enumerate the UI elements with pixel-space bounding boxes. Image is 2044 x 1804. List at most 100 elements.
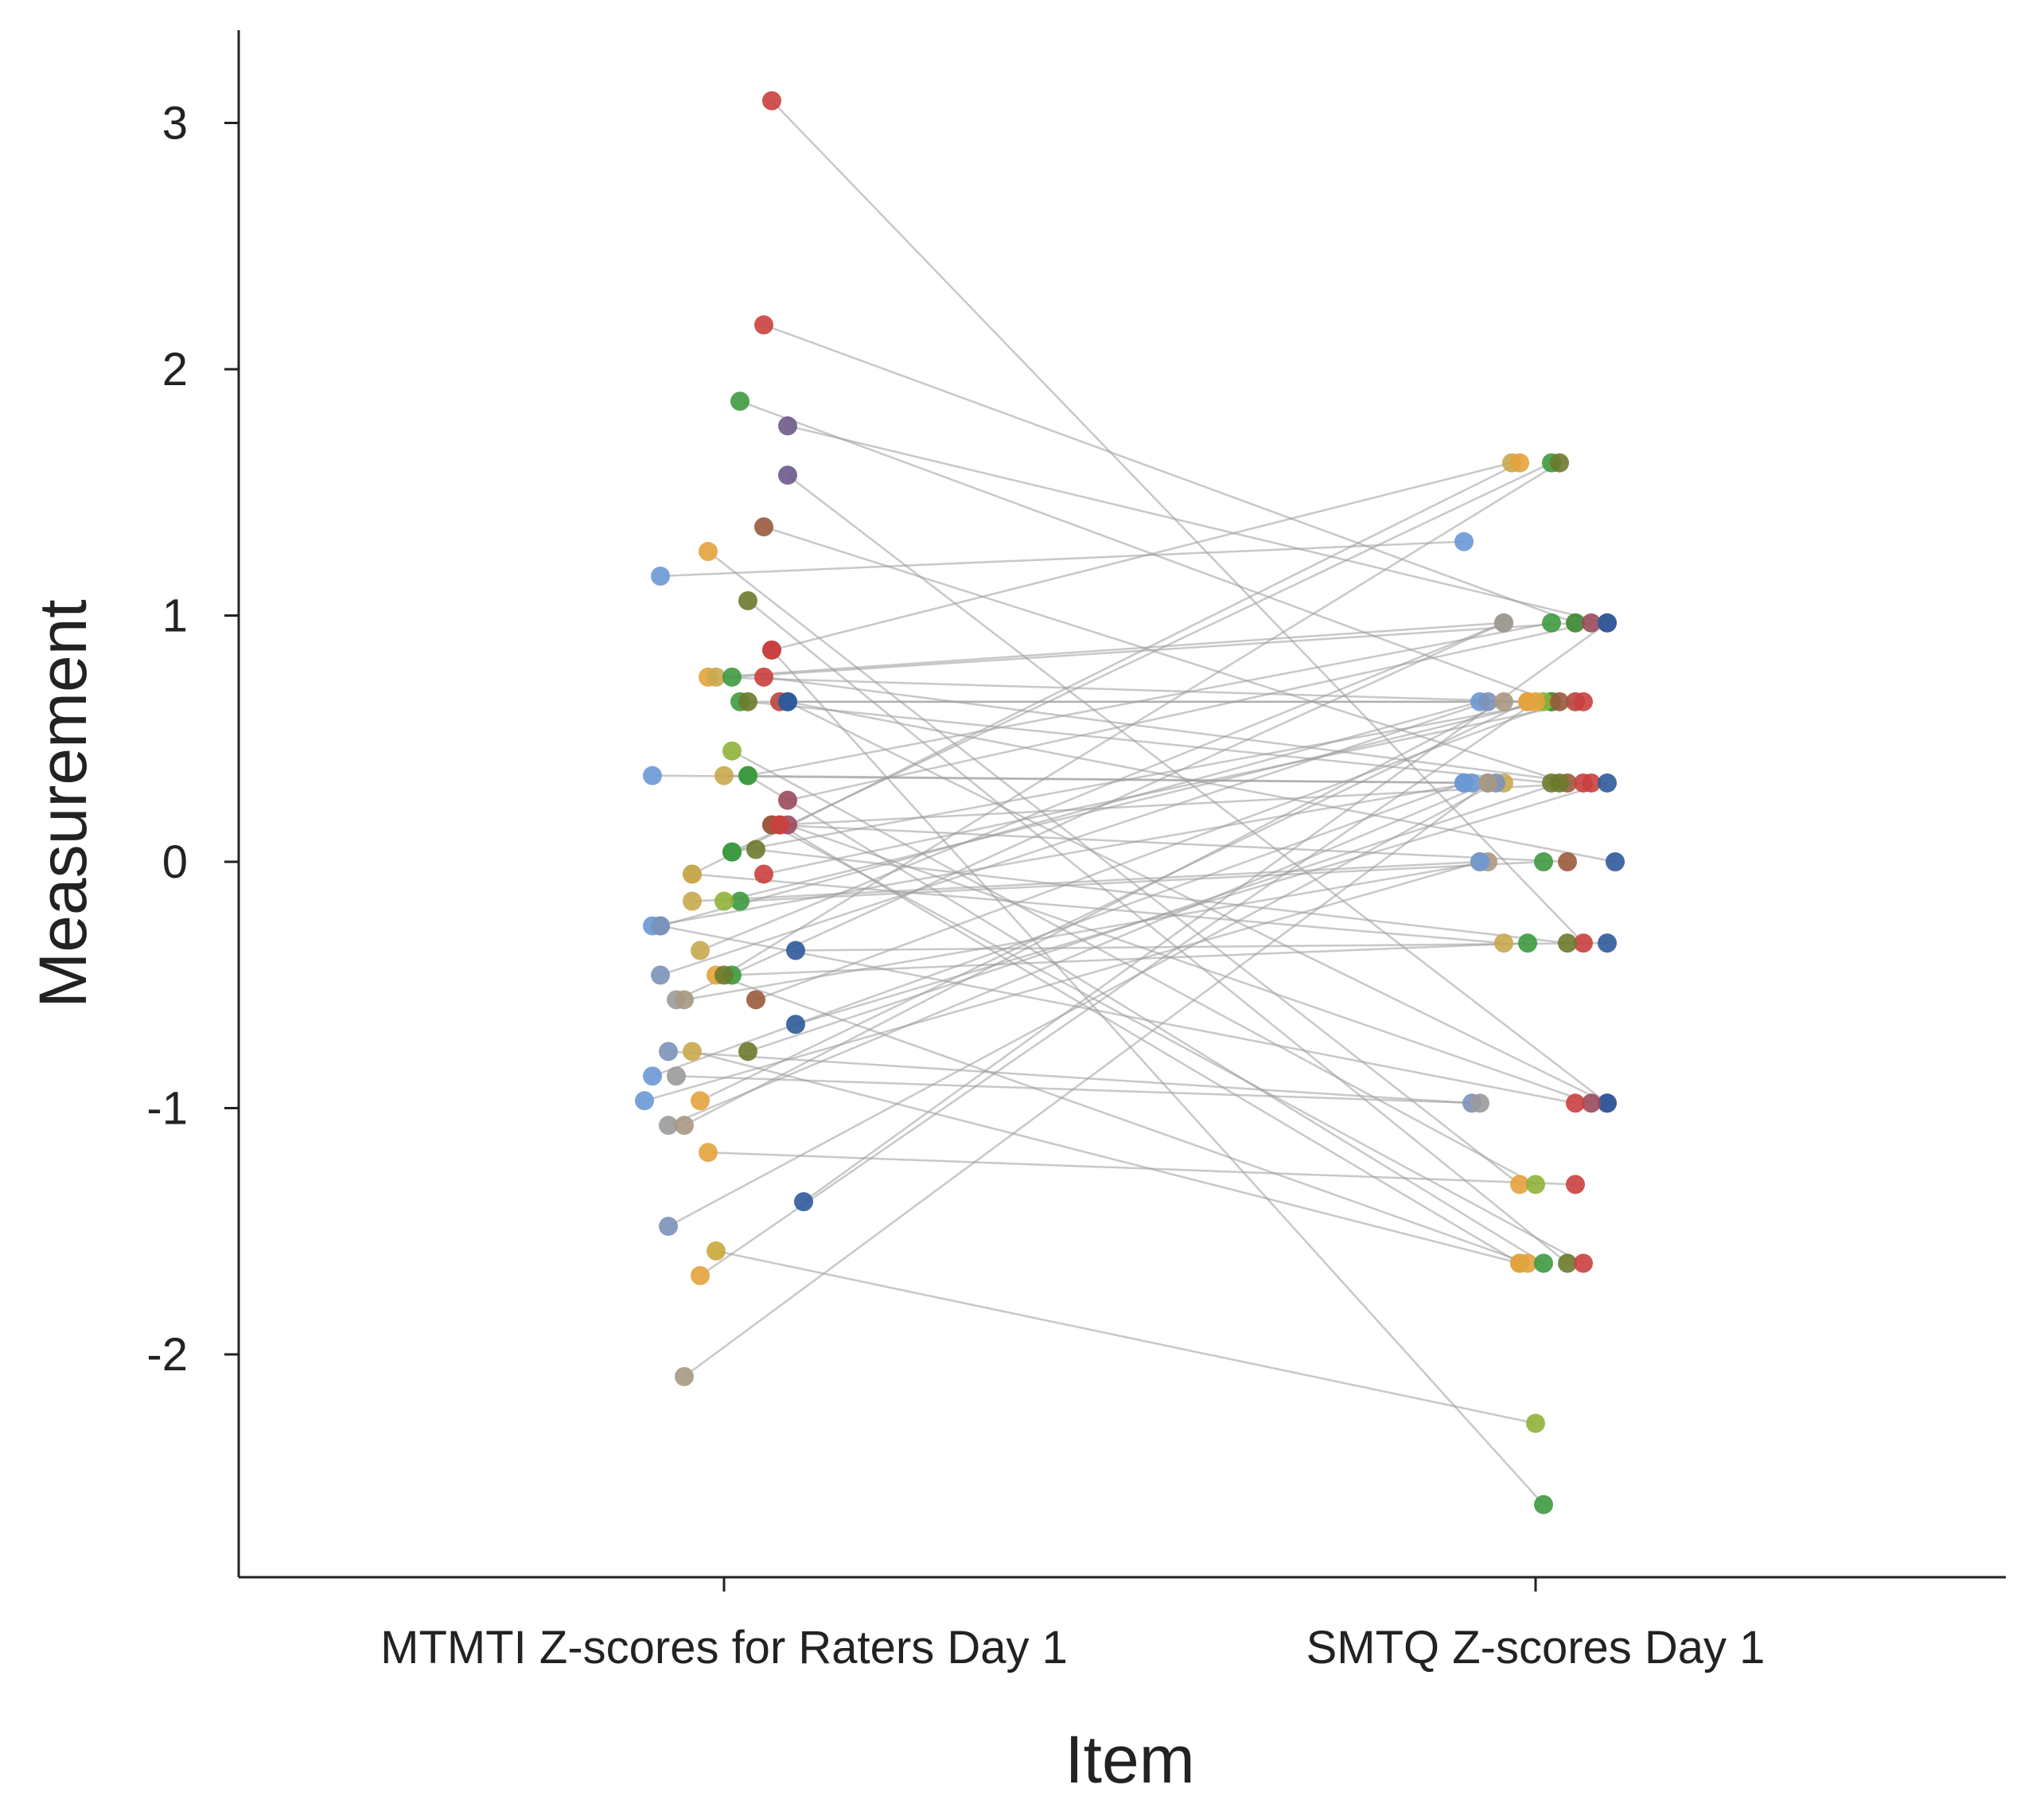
- data-point-left: [794, 1192, 813, 1212]
- data-point-left: [722, 842, 742, 862]
- pair-line: [763, 676, 1584, 785]
- data-point-right: [1566, 1093, 1585, 1113]
- data-point-right: [1550, 773, 1569, 793]
- pair-line: [787, 474, 1608, 1105]
- pair-line: [787, 424, 1608, 625]
- data-point-left: [738, 692, 757, 711]
- pair-line: [771, 649, 1544, 1506]
- pair-line: [660, 925, 1576, 1105]
- pair-line: [747, 599, 1568, 1264]
- data-point-right: [1558, 1253, 1577, 1273]
- data-point-left: [635, 1091, 654, 1111]
- data-point-right: [1510, 453, 1529, 473]
- pair-line: [747, 781, 1560, 1053]
- data-point-left: [786, 941, 805, 960]
- data-point-right: [1598, 933, 1617, 953]
- data-point-right: [1574, 933, 1593, 953]
- data-point-left: [778, 692, 797, 711]
- pair-line: [668, 781, 1489, 1127]
- pair-line: [771, 824, 1568, 863]
- data-point-left: [722, 667, 742, 687]
- pair-line: [731, 621, 1576, 679]
- data-point-left: [770, 815, 789, 835]
- data-point-left: [643, 1066, 662, 1086]
- data-point-right: [1582, 613, 1601, 633]
- data-point-right: [1566, 613, 1585, 633]
- data-point-left: [643, 766, 662, 785]
- data-point-right: [1598, 1093, 1617, 1113]
- y-tick-label: 1: [162, 590, 188, 642]
- data-point-right: [1534, 852, 1553, 871]
- data-point-left: [762, 640, 781, 660]
- data-point-left: [675, 1116, 694, 1136]
- data-point-right: [1478, 773, 1497, 793]
- data-points: [635, 91, 1625, 1514]
- data-point-left: [683, 891, 702, 911]
- y-tick-label: 0: [162, 836, 188, 888]
- pair-line: [715, 1249, 1536, 1424]
- data-point-right: [1494, 692, 1513, 711]
- data-point-right: [1534, 1253, 1553, 1273]
- data-point-left: [659, 1042, 678, 1062]
- y-tick-label: 2: [162, 344, 188, 395]
- data-point-right: [1470, 1093, 1489, 1113]
- pair-line: [731, 750, 1536, 1186]
- data-point-left: [786, 1015, 805, 1034]
- pair-line: [660, 700, 1481, 927]
- data-point-right: [1558, 933, 1577, 953]
- data-point-left: [683, 864, 702, 884]
- data-point-right: [1510, 1175, 1529, 1194]
- y-tick-label: 3: [162, 98, 188, 150]
- pair-line: [803, 621, 1608, 1203]
- data-point-left: [651, 965, 670, 985]
- pair-line: [699, 700, 1528, 1102]
- data-point-right: [1598, 773, 1617, 793]
- data-point-right: [1550, 692, 1569, 711]
- pair-line: [668, 1050, 1473, 1105]
- data-point-left: [730, 891, 749, 911]
- pair-line: [771, 462, 1513, 652]
- y-tick-label: -1: [146, 1083, 188, 1135]
- data-point-left: [659, 1217, 678, 1237]
- pair-line: [771, 99, 1584, 945]
- data-point-right: [1598, 613, 1617, 633]
- data-point-left: [651, 566, 670, 586]
- pair-line: [755, 848, 1568, 945]
- data-point-right: [1526, 1413, 1545, 1433]
- data-point-left: [651, 916, 670, 936]
- data-point-left: [691, 941, 710, 960]
- data-point-left: [778, 790, 797, 810]
- data-point-left: [707, 1241, 726, 1261]
- pair-line: [707, 1151, 1576, 1186]
- pair-line: [723, 462, 1560, 976]
- x-tick-label-mtmti: MTMTI Z-scores for Raters Day 1: [380, 1622, 1068, 1673]
- data-point-left: [754, 667, 773, 687]
- pair-line: [691, 860, 1481, 902]
- pair-line: [787, 824, 1592, 1105]
- data-point-left: [754, 517, 773, 537]
- data-point-right: [1566, 1175, 1585, 1194]
- data-point-left: [722, 741, 742, 761]
- y-axis-ticks: -2 -1 0 1 2 3: [146, 98, 239, 1381]
- data-point-left: [714, 766, 734, 785]
- data-point-left: [667, 1066, 686, 1086]
- data-point-right: [1494, 933, 1513, 953]
- data-point-left: [738, 766, 757, 785]
- pair-lines: [644, 99, 1616, 1506]
- pair-line: [683, 700, 1505, 1127]
- data-point-right: [1550, 453, 1569, 473]
- data-point-left: [778, 416, 797, 436]
- pair-line: [715, 974, 1528, 1264]
- data-point-right: [1494, 613, 1513, 633]
- data-point-right: [1574, 692, 1593, 711]
- pair-line: [763, 525, 1568, 785]
- data-point-left: [683, 1042, 702, 1062]
- pair-line: [707, 676, 1528, 703]
- data-point-left: [675, 990, 694, 1010]
- pair-line: [787, 621, 1592, 801]
- data-point-right: [1478, 692, 1497, 711]
- pair-line: [779, 824, 1520, 1264]
- data-point-left: [659, 1116, 678, 1136]
- data-point-left: [691, 1265, 710, 1285]
